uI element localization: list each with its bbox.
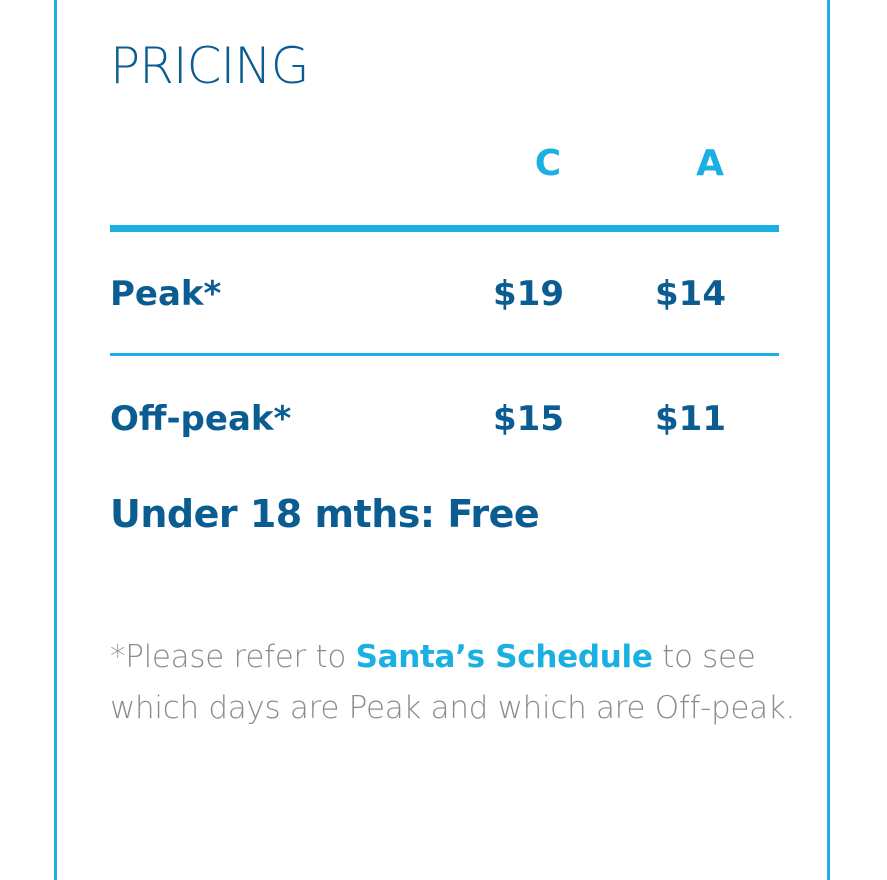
price-offpeak-c: $15 bbox=[493, 399, 564, 439]
column-header-c: C bbox=[534, 143, 562, 184]
price-offpeak-a: $11 bbox=[655, 399, 726, 439]
price-peak-c: $19 bbox=[493, 274, 564, 314]
footnote-suffix: to see which days are Peak and which are… bbox=[110, 639, 796, 726]
row-label-peak: Peak* bbox=[110, 274, 222, 314]
free-note: Under 18 mths: Free bbox=[110, 492, 540, 536]
row-divider bbox=[110, 353, 779, 356]
pricing-card bbox=[54, 0, 830, 880]
pricing-title: PRICING bbox=[110, 37, 309, 95]
footnote-prefix: *Please refer to bbox=[110, 639, 356, 675]
price-peak-a: $14 bbox=[655, 274, 726, 314]
row-label-offpeak: Off-peak* bbox=[110, 399, 292, 439]
header-divider bbox=[110, 225, 779, 232]
footnote: *Please refer to Santa’s Schedule to see… bbox=[110, 632, 800, 734]
santas-schedule-link[interactable]: Santa’s Schedule bbox=[355, 639, 653, 675]
column-header-a: A bbox=[696, 143, 724, 184]
